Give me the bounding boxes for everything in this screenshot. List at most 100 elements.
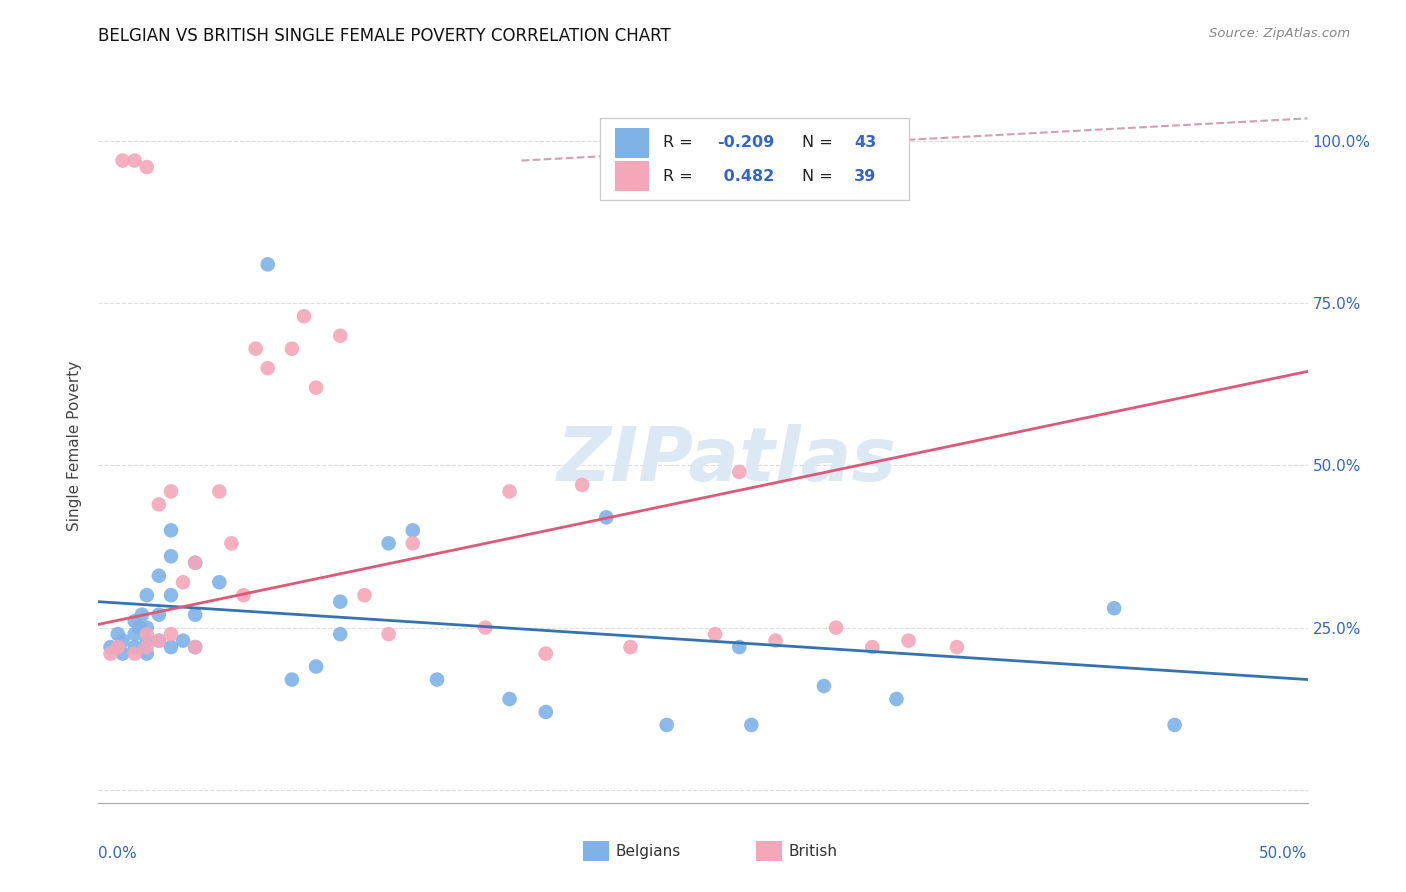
Point xyxy=(1163,718,1185,732)
Point xyxy=(135,160,157,174)
Text: Source: ZipAtlas.com: Source: ZipAtlas.com xyxy=(1209,27,1350,40)
Point xyxy=(111,633,134,648)
Point xyxy=(184,556,207,570)
Text: N =: N = xyxy=(803,136,838,150)
Point xyxy=(256,257,278,271)
Point xyxy=(184,640,207,654)
FancyBboxPatch shape xyxy=(614,128,648,158)
Point xyxy=(135,627,157,641)
Point xyxy=(474,621,496,635)
Point xyxy=(329,595,352,609)
Point xyxy=(402,524,425,538)
Point xyxy=(946,640,969,654)
Point xyxy=(619,640,641,654)
Point xyxy=(281,342,304,356)
Point xyxy=(135,633,157,648)
Point xyxy=(111,647,134,661)
Text: 0.0%: 0.0% xyxy=(98,846,138,861)
Point xyxy=(172,633,194,648)
Point xyxy=(329,328,352,343)
Point xyxy=(124,627,146,641)
Point xyxy=(124,614,146,628)
Point xyxy=(111,153,134,168)
Point xyxy=(329,627,352,641)
Point xyxy=(148,607,170,622)
Point xyxy=(728,465,751,479)
Point xyxy=(124,640,146,654)
Point xyxy=(305,659,328,673)
Text: ZIPatlas: ZIPatlas xyxy=(557,424,897,497)
Point xyxy=(534,647,557,661)
Point xyxy=(172,575,194,590)
Point xyxy=(100,647,122,661)
Point xyxy=(704,627,727,641)
Text: N =: N = xyxy=(803,169,838,184)
Point xyxy=(135,640,157,654)
Text: Belgians: Belgians xyxy=(616,845,681,859)
Point xyxy=(160,549,183,564)
Point xyxy=(534,705,557,719)
Point xyxy=(426,673,449,687)
Point xyxy=(107,627,129,641)
FancyBboxPatch shape xyxy=(600,118,908,200)
Point xyxy=(740,718,762,732)
Text: BELGIAN VS BRITISH SINGLE FEMALE POVERTY CORRELATION CHART: BELGIAN VS BRITISH SINGLE FEMALE POVERTY… xyxy=(98,27,671,45)
Point xyxy=(1102,601,1125,615)
Point xyxy=(595,510,617,524)
Point xyxy=(897,633,920,648)
Text: R =: R = xyxy=(664,169,697,184)
Point xyxy=(148,633,170,648)
Point xyxy=(377,627,399,641)
Point xyxy=(571,478,593,492)
Point xyxy=(245,342,267,356)
Point xyxy=(813,679,835,693)
Point xyxy=(160,640,183,654)
Point xyxy=(184,640,207,654)
Point xyxy=(377,536,399,550)
Point xyxy=(765,633,787,648)
Text: -0.209: -0.209 xyxy=(717,136,775,150)
Text: 43: 43 xyxy=(855,136,876,150)
Point xyxy=(292,310,315,324)
Point xyxy=(135,621,157,635)
Point xyxy=(655,718,678,732)
Point xyxy=(184,607,207,622)
Point xyxy=(124,647,146,661)
Point xyxy=(135,588,157,602)
Point xyxy=(232,588,254,602)
Text: R =: R = xyxy=(664,136,697,150)
Point xyxy=(148,568,170,582)
Point xyxy=(135,647,157,661)
Point xyxy=(148,497,170,511)
Point xyxy=(148,633,170,648)
Point xyxy=(160,627,183,641)
Point xyxy=(221,536,243,550)
Text: British: British xyxy=(789,845,838,859)
Point xyxy=(100,640,122,654)
Point xyxy=(402,536,425,550)
Point xyxy=(256,361,278,376)
Point xyxy=(208,484,231,499)
Point xyxy=(498,484,520,499)
Text: 0.482: 0.482 xyxy=(717,169,773,184)
Point xyxy=(305,381,328,395)
Point xyxy=(886,692,908,706)
Y-axis label: Single Female Poverty: Single Female Poverty xyxy=(67,361,83,531)
Point xyxy=(160,588,183,602)
Point xyxy=(160,524,183,538)
Point xyxy=(128,621,150,635)
Point xyxy=(131,607,153,622)
Text: 39: 39 xyxy=(855,169,876,184)
Point xyxy=(825,621,848,635)
Point xyxy=(124,153,146,168)
Point xyxy=(728,640,751,654)
Point xyxy=(498,692,520,706)
Point xyxy=(160,484,183,499)
Point xyxy=(184,556,207,570)
Text: 50.0%: 50.0% xyxy=(1260,846,1308,861)
Point xyxy=(353,588,375,602)
FancyBboxPatch shape xyxy=(614,161,648,191)
Point xyxy=(107,640,129,654)
Point xyxy=(208,575,231,590)
Point xyxy=(860,640,883,654)
